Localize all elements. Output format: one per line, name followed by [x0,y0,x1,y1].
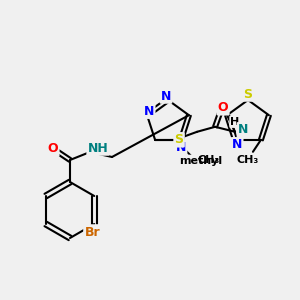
Text: N: N [144,105,154,118]
Text: H: H [230,117,240,127]
Text: O: O [218,101,228,114]
Text: CH₃: CH₃ [198,155,220,165]
Text: N: N [161,89,171,103]
Text: O: O [48,142,58,155]
Text: NH: NH [88,142,108,154]
Text: CH₃: CH₃ [237,155,259,165]
Text: Br: Br [84,226,100,238]
Text: S: S [175,133,184,146]
Text: N: N [238,123,248,136]
Text: N: N [176,141,186,154]
Text: N: N [232,138,242,151]
Text: S: S [244,88,253,100]
Text: methyl: methyl [179,156,223,166]
